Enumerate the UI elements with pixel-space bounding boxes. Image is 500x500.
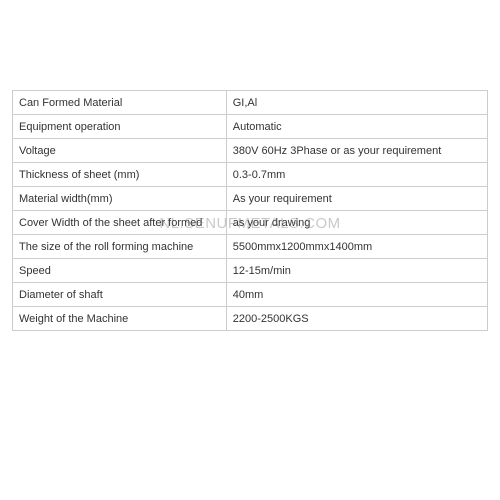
spec-label: Voltage: [13, 139, 227, 163]
table-row: The size of the roll forming machine 550…: [13, 235, 488, 259]
table-row: Diameter of shaft 40mm: [13, 283, 488, 307]
spec-value: as your drawing: [226, 211, 487, 235]
spec-label: Weight of the Machine: [13, 307, 227, 331]
table-row: Can Formed Material GI,Al: [13, 91, 488, 115]
table-row: Weight of the Machine 2200-2500KGS: [13, 307, 488, 331]
spec-value: GI,Al: [226, 91, 487, 115]
table-row: Cover Width of the sheet after formed as…: [13, 211, 488, 235]
spec-value: 0.3-0.7mm: [226, 163, 487, 187]
spec-label: Cover Width of the sheet after formed: [13, 211, 227, 235]
spec-label: Can Formed Material: [13, 91, 227, 115]
spec-value: 12-15m/min: [226, 259, 487, 283]
spec-label: Thickness of sheet (mm): [13, 163, 227, 187]
spec-label: Material width(mm): [13, 187, 227, 211]
spec-value: Automatic: [226, 115, 487, 139]
specs-table: Can Formed Material GI,Al Equipment oper…: [12, 90, 488, 331]
specs-table-container: Can Formed Material GI,Al Equipment oper…: [12, 90, 488, 331]
spec-value: As your requirement: [226, 187, 487, 211]
spec-value: 5500mmx1200mmx1400mm: [226, 235, 487, 259]
spec-label: The size of the roll forming machine: [13, 235, 227, 259]
spec-value: 380V 60Hz 3Phase or as your requirement: [226, 139, 487, 163]
spec-label: Diameter of shaft: [13, 283, 227, 307]
spec-value: 2200-2500KGS: [226, 307, 487, 331]
table-row: Thickness of sheet (mm) 0.3-0.7mm: [13, 163, 488, 187]
table-row: Voltage 380V 60Hz 3Phase or as your requ…: [13, 139, 488, 163]
spec-value: 40mm: [226, 283, 487, 307]
spec-label: Speed: [13, 259, 227, 283]
table-row: Material width(mm) As your requirement: [13, 187, 488, 211]
table-row: Equipment operation Automatic: [13, 115, 488, 139]
spec-label: Equipment operation: [13, 115, 227, 139]
table-row: Speed 12-15m/min: [13, 259, 488, 283]
